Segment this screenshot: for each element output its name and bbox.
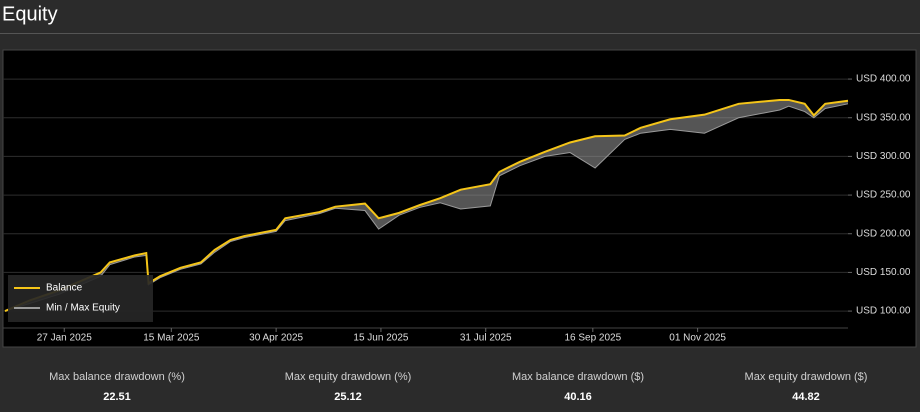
y-tick-label: USD 250.00: [856, 190, 911, 201]
stat-value: 40.16: [564, 391, 592, 403]
stat-label: Max equity drawdown (%): [285, 371, 412, 383]
stat-value: 25.12: [334, 391, 362, 403]
x-tick-label: 31 Jul 2025: [460, 333, 512, 344]
stat-label: Max equity drawdown ($): [745, 371, 868, 383]
x-tick-label: 15 Mar 2025: [143, 333, 200, 344]
y-tick-label: USD 350.00: [856, 112, 911, 123]
x-tick-label: 30 Apr 2025: [249, 333, 303, 344]
y-tick-label: USD 150.00: [856, 267, 911, 278]
x-tick-label: 16 Sep 2025: [564, 333, 621, 344]
page-title: Equity: [2, 3, 58, 25]
x-tick-label: 27 Jan 2025: [37, 333, 92, 344]
x-tick-label: 01 Nov 2025: [669, 333, 726, 344]
balance-line: [4, 98, 849, 312]
stat-value: 44.82: [792, 391, 820, 403]
stat-value: 22.51: [103, 391, 131, 403]
y-tick-label: USD 400.00: [856, 74, 911, 85]
legend-label: Min / Max Equity: [46, 303, 120, 314]
stat-label: Max balance drawdown ($): [512, 371, 644, 383]
y-tick-label: USD 200.00: [856, 228, 911, 239]
stat-label: Max balance drawdown (%): [49, 371, 185, 383]
y-tick-label: USD 300.00: [856, 151, 911, 162]
legend-box: [8, 275, 153, 322]
y-tick-label: USD 100.00: [856, 306, 911, 317]
x-tick-label: 15 Jun 2025: [353, 333, 408, 344]
legend-label: Balance: [46, 283, 83, 294]
